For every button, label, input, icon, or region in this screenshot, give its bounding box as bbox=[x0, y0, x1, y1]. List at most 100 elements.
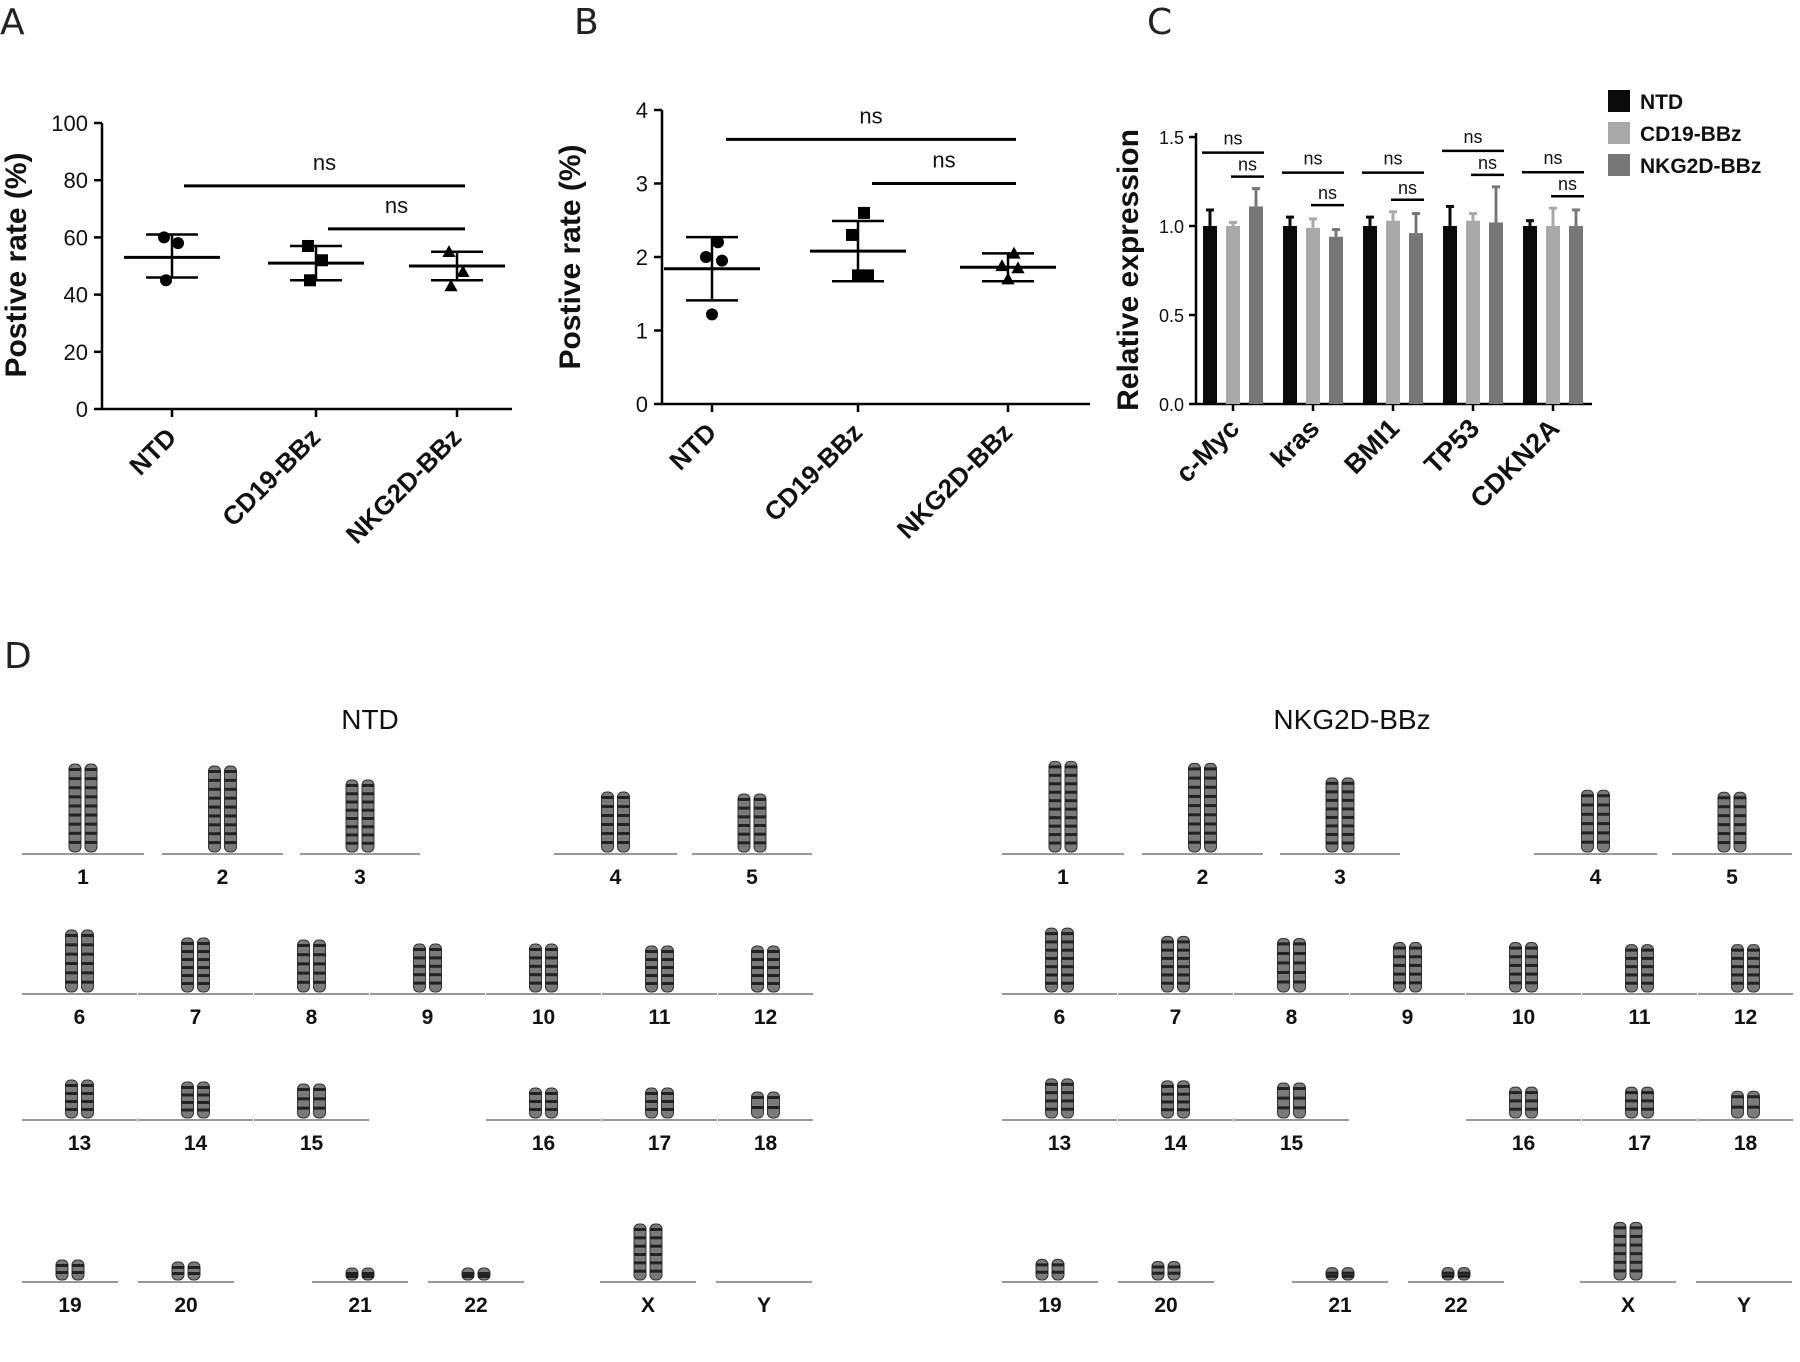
chromosome-band bbox=[1525, 1091, 1538, 1095]
chromosome-band bbox=[429, 964, 442, 968]
chromosome bbox=[1293, 937, 1306, 993]
chromosome-band bbox=[313, 980, 326, 984]
chromosome-band bbox=[1509, 946, 1522, 950]
significance-label: ns bbox=[1463, 127, 1482, 147]
chromosome-number: 13 bbox=[1048, 1132, 1071, 1155]
chromosome-band bbox=[650, 1236, 662, 1240]
chromosome-band bbox=[1614, 1243, 1626, 1247]
chromosome-band bbox=[645, 1100, 658, 1103]
chromosome-band bbox=[1204, 794, 1217, 798]
chromosome-band bbox=[661, 950, 674, 953]
chromosome-number: 1 bbox=[1057, 866, 1069, 889]
chromosome-number: 20 bbox=[1154, 1294, 1177, 1317]
chromosome-band bbox=[754, 832, 766, 836]
chromosome-band bbox=[362, 825, 374, 829]
chromosome-band bbox=[72, 1264, 84, 1267]
chromosome-band bbox=[1045, 932, 1058, 936]
chromosome-band bbox=[181, 950, 194, 953]
chromosome-band bbox=[617, 796, 630, 799]
chromosome-band bbox=[297, 1097, 310, 1101]
chromosome-band bbox=[1326, 841, 1338, 845]
chromosome-band bbox=[661, 982, 674, 985]
panel-c-chart: 0.0 0.5 1.0 1.5 Relative expression ns ns c-Myc… bbox=[1112, 90, 1761, 514]
data-point bbox=[444, 279, 458, 292]
chromosome-band bbox=[751, 950, 764, 953]
chromosome-band bbox=[601, 823, 614, 826]
chromosome-number: 17 bbox=[648, 1132, 671, 1155]
chromosome-band bbox=[1747, 1095, 1760, 1099]
chromosome-band bbox=[751, 958, 764, 961]
chromosome-band bbox=[1188, 785, 1201, 789]
legend-swatch bbox=[1608, 154, 1630, 176]
chromosome-band bbox=[1525, 963, 1538, 967]
chromosome-number: 14 bbox=[1164, 1132, 1188, 1155]
chromosome-band bbox=[650, 1269, 662, 1273]
chromosome-number: 5 bbox=[746, 866, 758, 889]
data-point bbox=[1007, 246, 1021, 259]
chromosome-band bbox=[413, 956, 426, 960]
chromosome-band bbox=[601, 841, 614, 844]
chromosome-band bbox=[1625, 1107, 1638, 1111]
chromosome-band bbox=[346, 817, 358, 820]
chromosome-band bbox=[1734, 841, 1746, 845]
chromosome-band bbox=[85, 822, 97, 826]
chromosome bbox=[361, 779, 375, 853]
chromosome-band bbox=[754, 815, 766, 819]
chromosome-band bbox=[1630, 1252, 1642, 1256]
chromosome-band bbox=[529, 981, 542, 985]
chromosome-band bbox=[85, 795, 97, 799]
data-point bbox=[862, 269, 874, 282]
chromosome-band bbox=[208, 770, 221, 773]
chromosome-band bbox=[346, 792, 358, 796]
significance-label: ns bbox=[1558, 174, 1577, 194]
chromosome-band bbox=[1525, 1107, 1538, 1111]
chromosome-band bbox=[1277, 961, 1290, 965]
chromosome-band bbox=[1718, 823, 1730, 827]
chromosome-band bbox=[81, 943, 94, 947]
chromosome-band bbox=[738, 832, 750, 836]
chromosome-band bbox=[181, 1093, 194, 1097]
chromosome-number: 9 bbox=[1402, 1006, 1414, 1029]
chromosome-band bbox=[1188, 831, 1201, 835]
chromosome-band bbox=[313, 1106, 326, 1110]
chromosome-number: 6 bbox=[74, 1006, 86, 1029]
chromosome bbox=[187, 1261, 201, 1281]
chromosome-band bbox=[429, 948, 442, 951]
chromosome-band bbox=[617, 805, 630, 808]
chromosome bbox=[413, 943, 426, 993]
chromosome-band bbox=[634, 1269, 646, 1273]
chromosome-band bbox=[1731, 1105, 1744, 1109]
chromosome-band bbox=[1052, 1270, 1064, 1274]
chromosome-band bbox=[1293, 942, 1306, 946]
chromosome bbox=[1731, 944, 1744, 993]
bar bbox=[1203, 226, 1217, 404]
chromosome-band bbox=[362, 792, 374, 796]
chromosome-band bbox=[197, 958, 210, 961]
chromosome-band bbox=[1641, 1099, 1654, 1103]
chromosome-band bbox=[1342, 824, 1354, 828]
chromosome-band bbox=[661, 1100, 674, 1103]
data-point bbox=[712, 236, 724, 249]
chromosome-band bbox=[197, 982, 210, 985]
y-axis-label: Postive rate (%) bbox=[0, 152, 33, 377]
panel-b-label: B bbox=[574, 2, 599, 43]
chromosome-band bbox=[1293, 1106, 1306, 1110]
bar bbox=[1443, 226, 1457, 404]
chromosome-band bbox=[738, 815, 750, 819]
chromosome-band bbox=[197, 1101, 210, 1104]
chromosome-band bbox=[1409, 955, 1422, 959]
chromosome-band bbox=[1747, 1105, 1760, 1109]
chromosome-band bbox=[545, 956, 558, 960]
chromosome-band bbox=[1065, 824, 1077, 828]
chromosome-band bbox=[172, 1272, 184, 1275]
chromosome-band bbox=[545, 948, 558, 951]
y-tick-label: 0 bbox=[76, 397, 88, 422]
chromosome-band bbox=[1342, 1274, 1354, 1278]
chromosome-band bbox=[1731, 973, 1744, 977]
chromosome-band bbox=[1718, 814, 1730, 818]
chromosome-band bbox=[617, 832, 630, 835]
chromosome-band bbox=[661, 1092, 674, 1095]
chromosome-band bbox=[1718, 841, 1730, 845]
chromosome-band bbox=[767, 982, 780, 985]
chromosome-band bbox=[1409, 963, 1422, 967]
